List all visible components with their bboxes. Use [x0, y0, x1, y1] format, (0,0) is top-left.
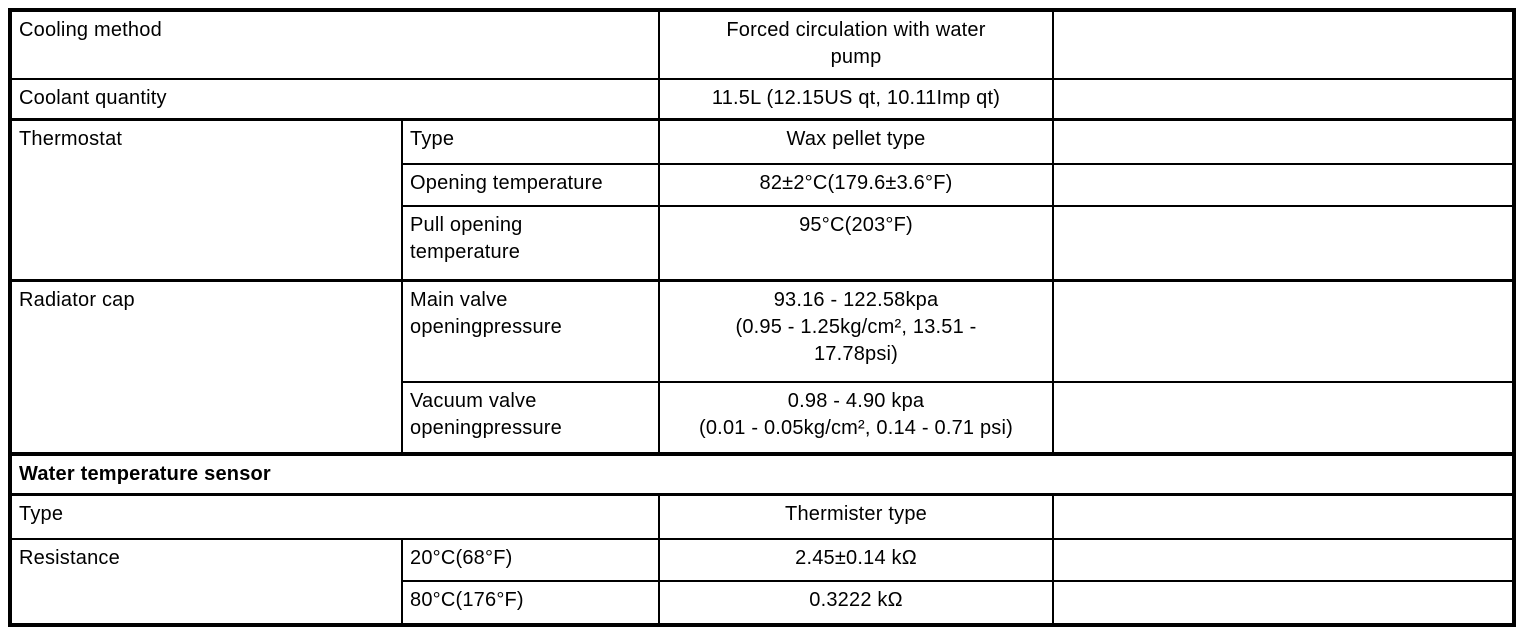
cell-resistance-80c-label: 80°C(176°F): [400, 579, 661, 626]
row-thermostat-type: Thermostat Type Wax pellet type: [9, 117, 1516, 281]
row-opening-temperature: Opening temperature 82±2°C(179.6±3.6°F): [10, 163, 1516, 207]
row-pull-opening-temperature: Pull opening temperature 95°C(203°F): [10, 205, 1516, 281]
section-header-water-temperature-sensor: Water temperature sensor: [8, 452, 1516, 496]
cell-thermostat-group-label: Thermostat: [9, 117, 403, 281]
cell-opening-temperature-extra: [1052, 163, 1516, 207]
cell-main-valve-pressure-label: Main valve openingpressure: [400, 278, 661, 383]
cell-pull-opening-temperature-value: 95°C(203°F): [658, 205, 1055, 281]
cell-coolant-quantity-value: 11.5L (12.15US qt, 10.11Imp qt): [658, 78, 1055, 120]
cell-resistance-80c-extra: [1052, 579, 1516, 626]
cell-main-valve-pressure-value: 93.16 - 122.58kpa (0.95 - 1.25kg/cm², 13…: [658, 278, 1055, 383]
row-coolant-quantity: Coolant quantity 11.5L (12.15US qt, 10.1…: [8, 78, 1516, 120]
row-sensor-type: Type Thermister type: [8, 493, 1516, 540]
row-water-temperature-sensor-header: Water temperature sensor: [8, 452, 1516, 496]
cooling-system-spec-table: Cooling method Forced circulation with w…: [8, 8, 1517, 627]
cell-vacuum-valve-pressure-value: 0.98 - 4.90 kpa (0.01 - 0.05kg/cm², 0.14…: [658, 381, 1055, 455]
cell-resistance-20c-label: 20°C(68°F): [400, 537, 661, 582]
row-resistance-80c: 80°C(176°F) 0.3222 kΩ: [10, 579, 1516, 626]
cell-sensor-type-extra: [1052, 493, 1516, 540]
row-resistance-20c: Resistance 20°C(68°F) 2.45±0.14 kΩ: [9, 537, 1516, 626]
cell-resistance-20c-extra: [1052, 537, 1516, 582]
cell-main-valve-pressure-extra: [1052, 278, 1516, 383]
cell-thermostat-type-extra: [1052, 117, 1516, 165]
cell-opening-temperature-label: Opening temperature: [400, 163, 661, 207]
cell-opening-temperature-value: 82±2°C(179.6±3.6°F): [658, 163, 1055, 207]
cell-radiator-cap-group-label: Radiator cap: [9, 278, 403, 455]
cell-cooling-method-extra: [1052, 9, 1516, 80]
cell-resistance-80c-value: 0.3222 kΩ: [658, 579, 1055, 626]
cell-cooling-method-value: Forced circulation with water pump: [658, 9, 1055, 80]
cell-thermostat-type-label: Type: [400, 117, 661, 165]
cell-resistance-20c-value: 2.45±0.14 kΩ: [658, 537, 1055, 582]
row-main-valve-pressure: Radiator cap Main valve openingpressure …: [9, 278, 1516, 455]
cell-coolant-quantity-label: Coolant quantity: [8, 78, 661, 120]
cell-sensor-type-value: Thermister type: [658, 493, 1055, 540]
row-cooling-method: Cooling method Forced circulation with w…: [8, 9, 1516, 80]
cell-cooling-method-label: Cooling method: [8, 9, 661, 80]
cell-pull-opening-temperature-label: Pull opening temperature: [400, 205, 661, 281]
cell-sensor-type-label: Type: [8, 493, 661, 540]
cell-resistance-group-label: Resistance: [9, 537, 403, 626]
cell-vacuum-valve-pressure-label: Vacuum valve openingpressure: [400, 381, 661, 455]
cell-vacuum-valve-pressure-extra: [1052, 381, 1516, 455]
row-vacuum-valve-pressure: Vacuum valve openingpressure 0.98 - 4.90…: [10, 381, 1516, 455]
cell-coolant-quantity-extra: [1052, 78, 1516, 120]
cell-pull-opening-temperature-extra: [1052, 205, 1516, 281]
cell-thermostat-type-value: Wax pellet type: [658, 117, 1055, 165]
